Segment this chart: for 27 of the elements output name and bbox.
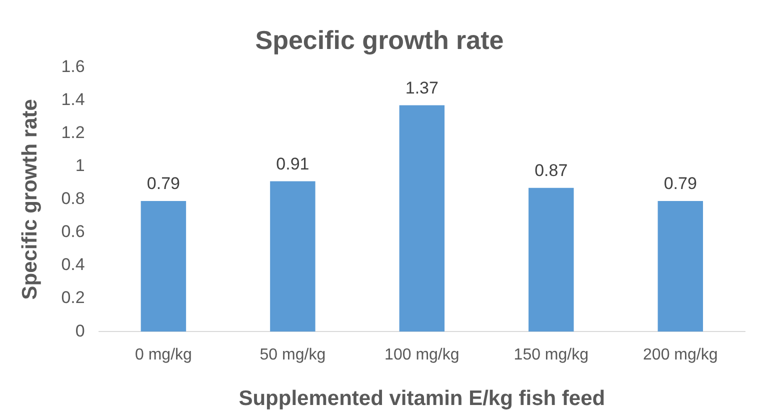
y-tick-label: 1 [75, 156, 85, 176]
x-tick-label: 200 mg/kg [643, 346, 718, 364]
data-label: 0.79 [664, 174, 697, 194]
y-tick-label: 1.4 [61, 90, 85, 109]
x-tick-label: 150 mg/kg [514, 346, 589, 364]
y-tick-label: 0 [75, 321, 85, 340]
bar [140, 201, 186, 332]
y-tick-label: 0.4 [61, 255, 85, 274]
bar [399, 105, 445, 332]
data-label: 1.37 [405, 78, 438, 98]
chart-title: Specific growth rate [255, 24, 504, 55]
y-tick-label: 0.2 [61, 288, 85, 308]
y-tick-label: 0.8 [61, 189, 85, 208]
bar [528, 188, 574, 332]
x-axis-title: Supplemented vitamin E/kg fish feed [238, 387, 606, 410]
bar [270, 181, 316, 332]
y-tick-label: 1.2 [61, 122, 85, 142]
data-label: 0.79 [146, 174, 180, 194]
data-label: 0.91 [276, 154, 310, 174]
y-axis-title: Specific growth rate [18, 99, 42, 300]
x-tick-label: 0 mg/kg [134, 346, 192, 364]
data-label: 0.87 [534, 161, 568, 180]
bar [658, 201, 703, 332]
y-tick-label: 1.6 [61, 56, 85, 76]
x-tick-label: 100 mg/kg [384, 346, 460, 364]
y-tick-label: 0.6 [61, 222, 85, 242]
x-tick-label: 50 mg/kg [260, 346, 326, 364]
